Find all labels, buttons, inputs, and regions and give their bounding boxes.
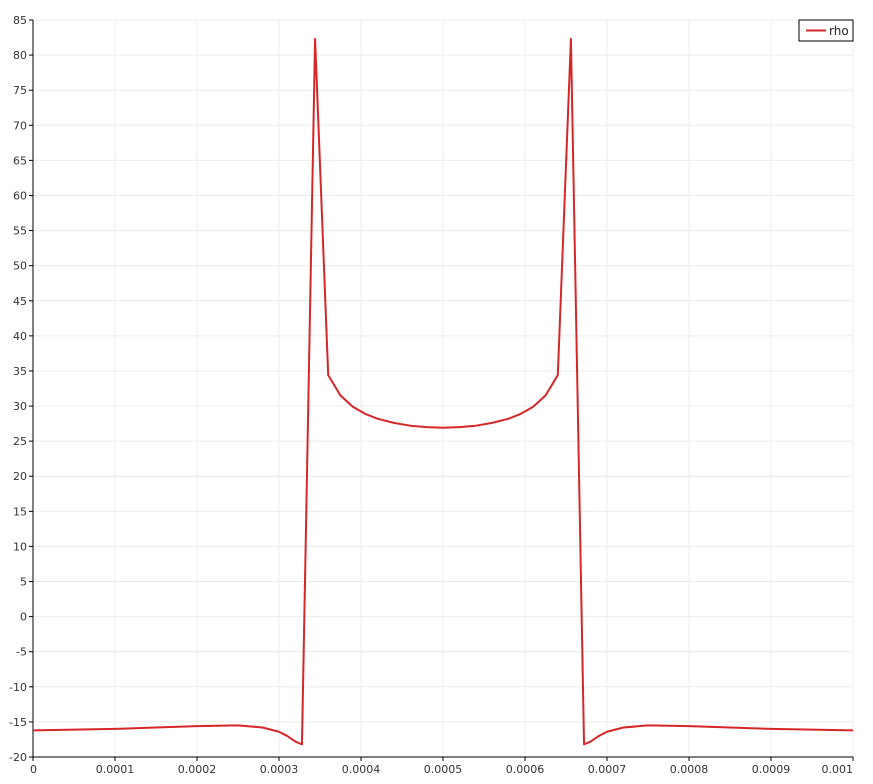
y-tick-label: -10 <box>9 681 27 694</box>
series-lines <box>32 37 854 746</box>
x-tick-label: 0.0001 <box>96 763 135 776</box>
y-tick-label: 35 <box>13 365 27 378</box>
y-tick-label: 25 <box>13 435 27 448</box>
y-tick-label: 70 <box>13 119 27 132</box>
y-tick-label: 55 <box>13 225 27 238</box>
x-tick-label: 0 <box>30 763 37 776</box>
y-tick-label: -15 <box>9 716 27 729</box>
y-tick-label: 0 <box>20 611 27 624</box>
y-tick-label: 45 <box>13 295 27 308</box>
axes <box>29 19 854 761</box>
legend: rho <box>798 19 854 42</box>
y-tick-label: -5 <box>16 646 27 659</box>
x-tick-label: 0.0007 <box>588 763 627 776</box>
grid <box>32 19 854 758</box>
x-tick-label: 0.0002 <box>178 763 217 776</box>
y-tick-label: 65 <box>13 154 27 167</box>
x-tick-label: 0.0003 <box>260 763 299 776</box>
y-tick-label: 30 <box>13 400 27 413</box>
x-tick-label: 0.0004 <box>342 763 381 776</box>
x-tick-label: 0.0005 <box>424 763 463 776</box>
y-tick-label: 85 <box>13 14 27 27</box>
x-tick-label: 0.0008 <box>670 763 709 776</box>
y-tick-label: 75 <box>13 84 27 97</box>
tick-labels: 0 0.0001 0.0002 0.0003 0.0004 0.0005 0.0006 0.0… <box>9 14 853 776</box>
y-tick-label: 20 <box>13 470 27 483</box>
legend-label-rho: rho <box>829 24 849 38</box>
x-tick-label: 0.001 <box>822 763 854 776</box>
y-tick-label: 60 <box>13 189 27 202</box>
y-tick-label: 80 <box>13 49 27 62</box>
y-tick-label: 40 <box>13 330 27 343</box>
y-tick-label: 5 <box>20 576 27 589</box>
y-tick-label: -20 <box>9 751 27 764</box>
x-tick-label: 0.0009 <box>752 763 791 776</box>
series-line-rho <box>32 37 854 746</box>
x-tick-label: 0.0006 <box>506 763 545 776</box>
y-tick-label: 10 <box>13 540 27 553</box>
y-tick-label: 50 <box>13 260 27 273</box>
y-tick-label: 15 <box>13 505 27 518</box>
